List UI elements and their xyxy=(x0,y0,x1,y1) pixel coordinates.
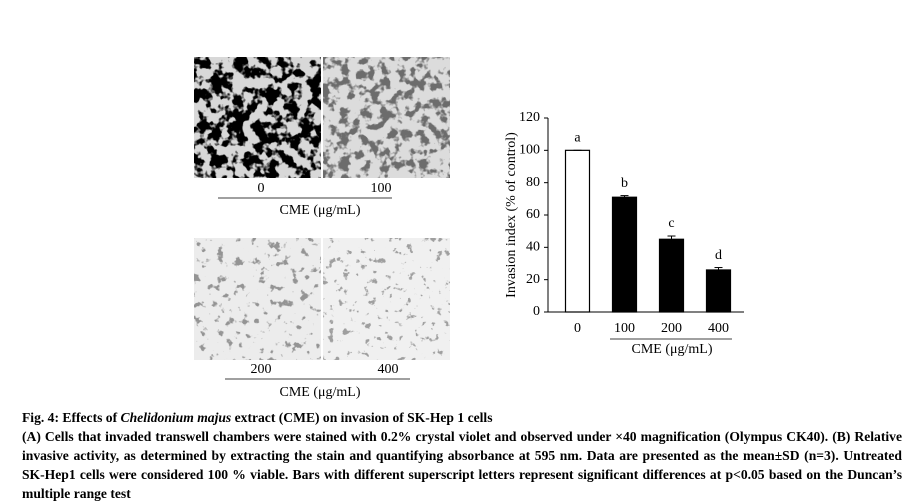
significance-letter: d xyxy=(715,248,722,263)
dose-label: 0 xyxy=(258,181,265,196)
significance-letter: a xyxy=(574,131,581,146)
dose-label: 100 xyxy=(371,181,392,196)
micrographs xyxy=(194,57,450,360)
axis-label: CME (μg/mL) xyxy=(280,385,361,400)
caption-title-text: extract (CME) on invasion of SK-Hep 1 ce… xyxy=(231,410,493,425)
axis-label: CME (μg/mL) xyxy=(280,203,361,218)
caption: Fig. 4: Effects of Chelidonium majus ext… xyxy=(22,408,902,503)
x-tick-label: 0 xyxy=(574,321,581,336)
y-tick-label: 40 xyxy=(526,240,540,255)
significance-letter: b xyxy=(621,176,628,191)
dose-label: 400 xyxy=(378,362,399,377)
bar xyxy=(611,196,638,313)
x-tick-label: 100 xyxy=(614,321,635,336)
caption-body: (A) Cells that invaded transwell chamber… xyxy=(22,429,902,501)
y-tick-label: 120 xyxy=(519,110,540,125)
bar xyxy=(705,269,732,313)
x-tick-label: 400 xyxy=(708,321,729,336)
significance-letter: c xyxy=(668,216,674,231)
micrograph-400-cells xyxy=(323,238,450,360)
figure: 0 100 CME (μg/mL) 200 400 CME (μg/mL) In… xyxy=(194,57,744,400)
caption-title-text: Fig. 4: Effects of xyxy=(22,410,121,425)
y-tick-label: 0 xyxy=(533,304,540,319)
y-axis-label: Invasion index (% of control) xyxy=(504,132,519,298)
y-tick-label: 100 xyxy=(519,143,540,158)
micrograph-100-cells xyxy=(323,57,450,178)
bar xyxy=(564,149,591,313)
x-tick-label: 200 xyxy=(661,321,682,336)
bar xyxy=(658,238,685,313)
y-tick-label: 20 xyxy=(526,272,540,287)
micrograph-200-cells xyxy=(194,238,321,360)
species-name: Chelidonium majus xyxy=(120,410,232,425)
dose-label: 200 xyxy=(251,362,272,377)
y-tick-label: 60 xyxy=(526,207,540,222)
caption-title: Fig. 4: Effects of Chelidonium majus ext… xyxy=(22,408,902,427)
micrograph-0-cells xyxy=(194,57,321,178)
x-axis-label: CME (μg/mL) xyxy=(632,342,713,357)
y-tick-label: 80 xyxy=(526,175,540,190)
